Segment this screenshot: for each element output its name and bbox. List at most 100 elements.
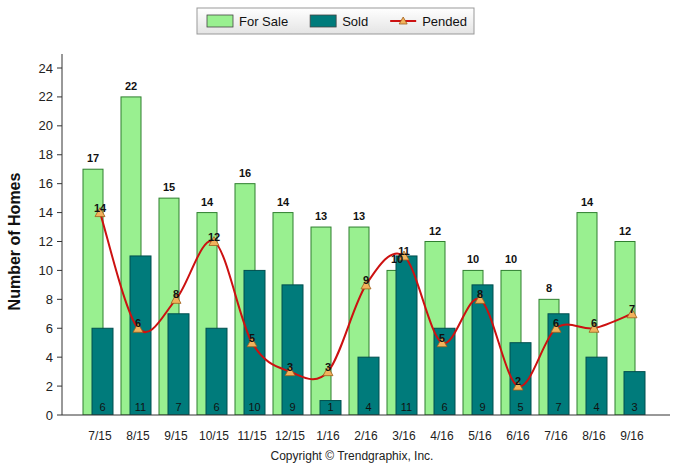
- data-label: 5: [439, 332, 445, 344]
- data-label: 14: [277, 196, 290, 208]
- bar: [586, 357, 607, 415]
- bar: [168, 314, 189, 415]
- data-label: 5: [249, 332, 255, 344]
- data-label: 12: [619, 225, 631, 237]
- data-label: 10: [505, 253, 517, 265]
- y-tick: [57, 68, 62, 69]
- data-label: 11: [135, 401, 146, 413]
- y-tick-label: 22: [39, 89, 53, 104]
- y-axis: [62, 54, 63, 415]
- line: [100, 213, 632, 387]
- y-tick-label: 18: [39, 147, 53, 162]
- y-tick: [57, 212, 62, 213]
- data-label: 6: [99, 401, 105, 413]
- x-tick-label: 8/15: [126, 429, 150, 443]
- data-label: 16: [239, 167, 251, 179]
- data-label: 1: [327, 401, 333, 413]
- bar: [396, 256, 417, 415]
- bar: [358, 357, 379, 415]
- data-label: 22: [125, 80, 137, 92]
- y-axis-label: Number of Homes: [6, 173, 23, 311]
- data-label: 6: [553, 317, 559, 329]
- data-label: 14: [94, 202, 107, 214]
- data-label: 3: [287, 361, 293, 373]
- x-tick-label: 10/15: [199, 429, 229, 443]
- data-label: 10: [248, 401, 260, 413]
- data-labels: 1722151416141313101210108141261176109141…: [87, 80, 638, 413]
- bar: [548, 314, 569, 415]
- x-tick-label: 7/15: [88, 429, 112, 443]
- data-label: 6: [591, 317, 597, 329]
- data-label: 8: [173, 288, 179, 300]
- data-label: 3: [325, 361, 331, 373]
- legend-label: Pended: [422, 14, 467, 29]
- y-tick-label: 0: [46, 408, 53, 423]
- data-label: 14: [201, 196, 214, 208]
- data-label: 6: [213, 401, 219, 413]
- data-label: 6: [135, 317, 141, 329]
- x-tick-label: 12/15: [275, 429, 305, 443]
- y-tick: [57, 415, 62, 416]
- y-tick-label: 10: [39, 263, 53, 278]
- y-tick-label: 4: [46, 350, 53, 365]
- data-label: 9: [363, 274, 369, 286]
- y-tick: [57, 328, 62, 329]
- data-label: 3: [631, 401, 637, 413]
- bar: [282, 285, 303, 415]
- data-label: 9: [479, 401, 485, 413]
- legend-swatch: [310, 15, 336, 27]
- bar: [624, 372, 645, 415]
- data-label: 7: [175, 401, 181, 413]
- y-tick: [57, 96, 62, 97]
- y-tick: [57, 154, 62, 155]
- x-tick-label: 8/16: [582, 429, 606, 443]
- y-tick-label: 20: [39, 118, 53, 133]
- legend-marker: [399, 17, 407, 24]
- data-label: 8: [477, 288, 483, 300]
- y-tick: [57, 270, 62, 271]
- y-tick-label: 8: [46, 292, 53, 307]
- data-label: 2: [515, 375, 521, 387]
- x-tick-label: 9/16: [620, 429, 644, 443]
- y-tick: [57, 125, 62, 126]
- data-label: 11: [401, 401, 412, 413]
- data-label: 13: [315, 210, 327, 222]
- data-label: 7: [555, 401, 561, 413]
- y-tick: [57, 183, 62, 184]
- bar: [472, 285, 493, 415]
- y-tick-label: 16: [39, 176, 53, 191]
- legend-label: For Sale: [239, 14, 288, 29]
- x-tick-label: 6/16: [506, 429, 530, 443]
- legend: For Sale Sold Pended: [197, 8, 474, 34]
- data-label: 17: [87, 152, 99, 164]
- legend-swatch: [207, 15, 233, 27]
- x-tick-label: 5/16: [468, 429, 492, 443]
- bar: [130, 256, 151, 415]
- x-axis: [62, 415, 670, 416]
- data-label: 15: [163, 181, 175, 193]
- legend-box: [197, 8, 474, 34]
- y-tick: [57, 357, 62, 358]
- data-label: 13: [353, 210, 365, 222]
- y-tick-label: 14: [39, 205, 53, 220]
- x-tick-label: 1/16: [316, 429, 340, 443]
- data-label: 12: [429, 225, 441, 237]
- data-label: 4: [365, 401, 371, 413]
- data-label: 7: [629, 303, 635, 315]
- x-tick-label: 4/16: [430, 429, 454, 443]
- data-label: 12: [208, 231, 220, 243]
- bar: [92, 328, 113, 415]
- y-tick-label: 12: [39, 234, 53, 249]
- data-label: 6: [441, 401, 447, 413]
- data-label: 11: [398, 245, 410, 257]
- y-tick-label: 24: [39, 61, 53, 76]
- data-label: 4: [593, 401, 599, 413]
- data-label: 5: [517, 401, 523, 413]
- y-tick-label: 2: [46, 379, 53, 394]
- x-tick-label: 7/16: [544, 429, 568, 443]
- data-label: 8: [546, 282, 552, 294]
- bar: [244, 270, 265, 415]
- x-tick-label: 11/15: [237, 429, 266, 443]
- x-tick-label: 2/16: [354, 429, 378, 443]
- legend-label: Sold: [342, 14, 368, 29]
